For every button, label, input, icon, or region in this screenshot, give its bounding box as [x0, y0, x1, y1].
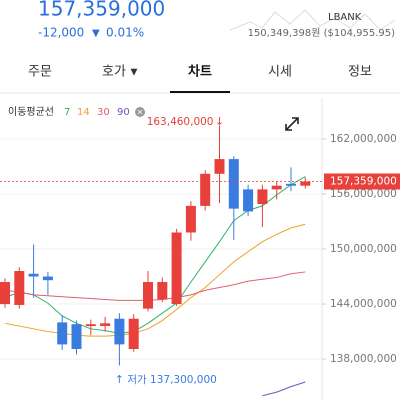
candle-body [243, 189, 254, 212]
legend-entry: 14 [77, 107, 90, 118]
krw-usd: 150,349,398원 ($104,955.95) [248, 27, 396, 39]
candle-body [0, 282, 10, 305]
low-label: 저가 137,300,000 [127, 374, 216, 386]
y-tick-label: 156,000,000 [330, 188, 397, 200]
change: -12,000 [38, 26, 84, 40]
high-label: 163,460,000 [147, 116, 214, 128]
tab-active[interactable]: 차트 [188, 64, 212, 80]
candle-body [214, 159, 225, 174]
high-arrow: ↓ [215, 115, 224, 128]
tab-dropdown: ▼ [131, 68, 138, 78]
legend: 7 14 30 90 × [64, 107, 145, 118]
candle-body [85, 324, 96, 327]
y-tick-label: 150,000,000 [330, 243, 397, 255]
legend-entry: 7 [64, 107, 70, 118]
legend-close-x: × [137, 108, 144, 117]
candle-body [271, 185, 282, 190]
sparkline [229, 9, 396, 31]
candle-body [286, 183, 296, 186]
down-arrow: ▼ [92, 28, 100, 39]
tab[interactable]: 호가 [102, 65, 126, 80]
y-tick-label: 162,000,000 [330, 133, 397, 145]
y-tick-label: 138,000,000 [330, 353, 397, 365]
low-arrow: ↑ [115, 373, 124, 386]
candle-body [71, 324, 82, 349]
price: 157,359,000 [38, 0, 165, 21]
legend-entry: 90 [117, 107, 130, 118]
legend-entry: 30 [97, 107, 110, 118]
candle-body [171, 232, 182, 305]
candle-body [300, 181, 311, 186]
candle-body [28, 273, 39, 277]
ma-line [262, 381, 306, 397]
candle-body [157, 282, 168, 300]
expand-icon [285, 117, 299, 131]
candle-body [200, 173, 211, 206]
candle-body [42, 276, 53, 281]
candle-body [114, 318, 125, 345]
legend-title: 이동평균선 [8, 106, 54, 118]
y-tick-label: 144,000,000 [330, 298, 397, 310]
candle-body [128, 318, 139, 349]
last-price-label: 157,359,000 [330, 175, 397, 187]
tab[interactable]: 정보 [348, 65, 372, 80]
change-pct: 0.01% [106, 26, 144, 40]
last-price-tag [324, 173, 400, 190]
candle-body [100, 323, 111, 327]
ma-line [4, 271, 306, 301]
candle-body [228, 159, 239, 209]
plot: 138,000,000 144,000,000 150,000,000 156,000… [0, 115, 400, 397]
candle-body [185, 205, 196, 233]
candle-body [57, 322, 68, 345]
tab[interactable]: 주문 [28, 65, 52, 80]
candle-body [14, 271, 25, 305]
ma-line [4, 176, 306, 334]
exchange: LBANK [328, 12, 362, 23]
ma-line [4, 223, 306, 337]
candle-body [143, 282, 153, 309]
legend-close [135, 107, 145, 117]
tab[interactable]: 시세 [268, 65, 292, 80]
candle-body [257, 189, 268, 205]
